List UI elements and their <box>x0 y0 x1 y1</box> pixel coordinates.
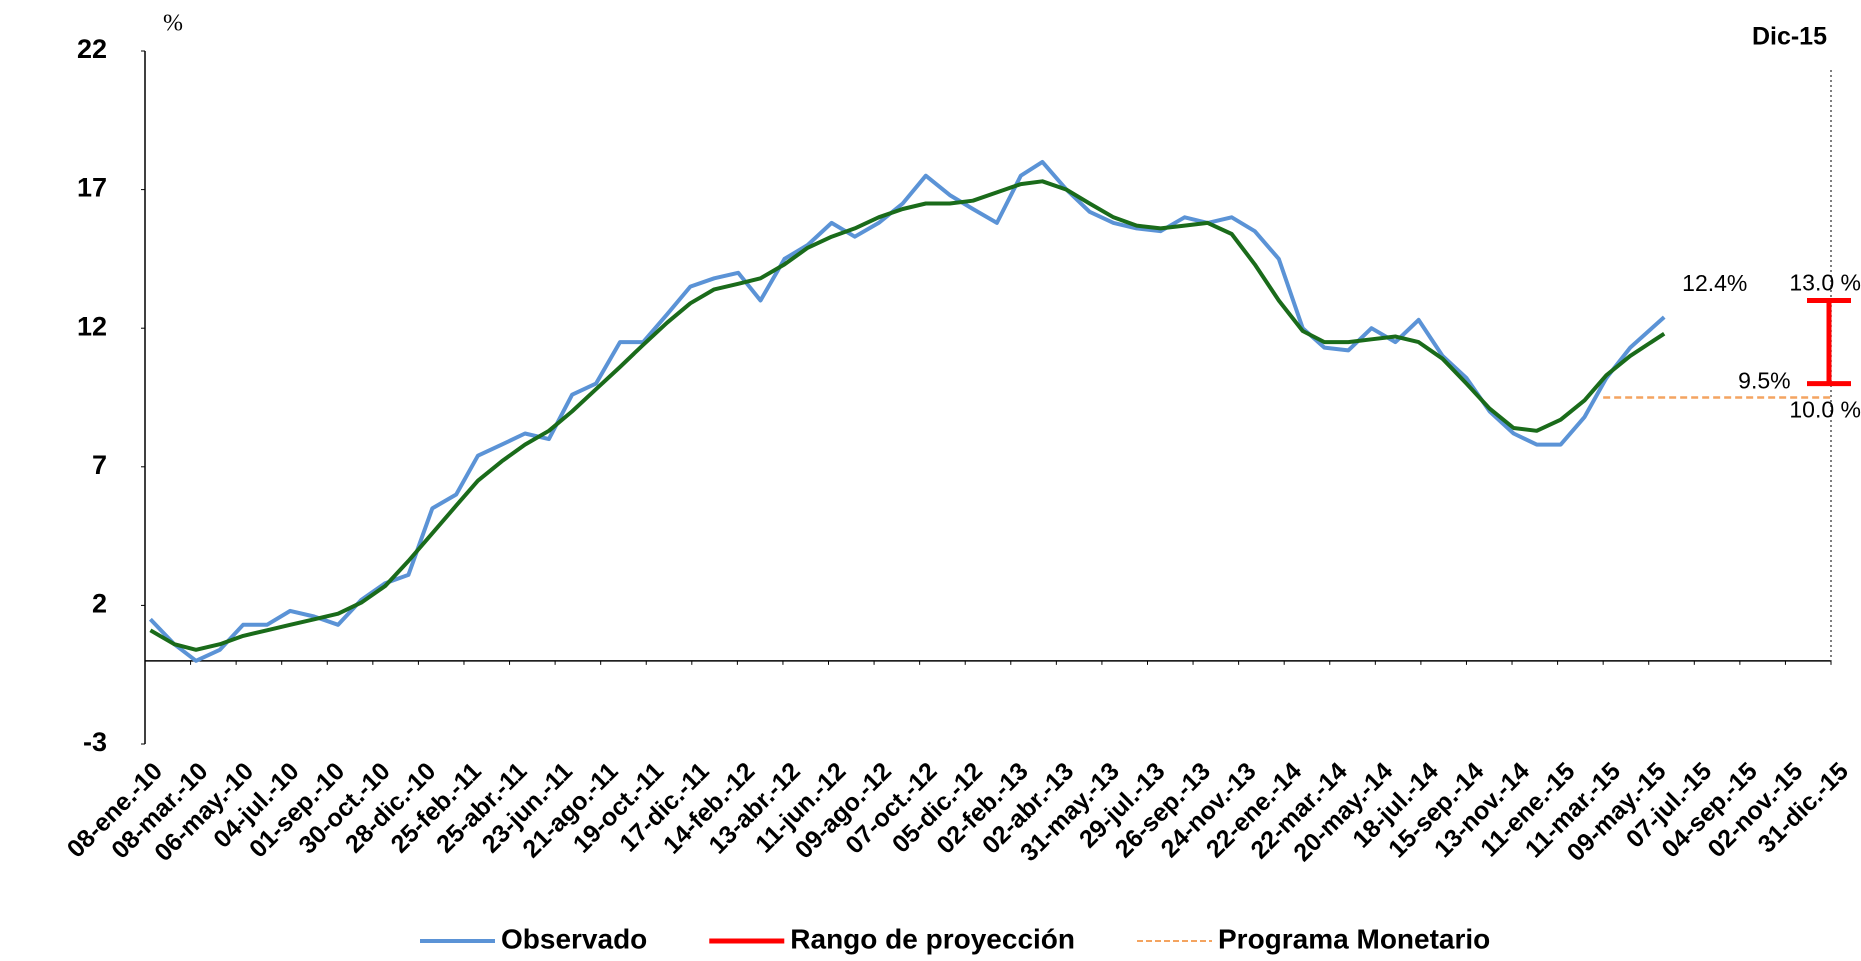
y-tick-label: 2 <box>92 589 107 619</box>
y-axis-label: % <box>163 11 183 37</box>
marker-label: Dic-15 <box>1752 23 1827 51</box>
y-tick-label: 7 <box>92 450 107 480</box>
y-tick-label: 12 <box>77 311 107 341</box>
end-label: 12.4% <box>1682 270 1747 296</box>
program-label: 9.5% <box>1738 368 1790 394</box>
series-line <box>148 159 1666 663</box>
y-tick-label: -3 <box>83 727 107 757</box>
legend-label: Rango de proyección <box>790 923 1075 954</box>
legend-label: Programa Monetario <box>1218 923 1490 954</box>
legend-label: Observado <box>501 923 647 954</box>
series-line <box>149 179 1666 652</box>
y-tick-label: 17 <box>77 173 107 203</box>
range-low-label: 10.0 % <box>1789 397 1861 423</box>
y-tick-label: 22 <box>77 34 107 64</box>
range-high-label: 13.0 % <box>1789 270 1861 296</box>
